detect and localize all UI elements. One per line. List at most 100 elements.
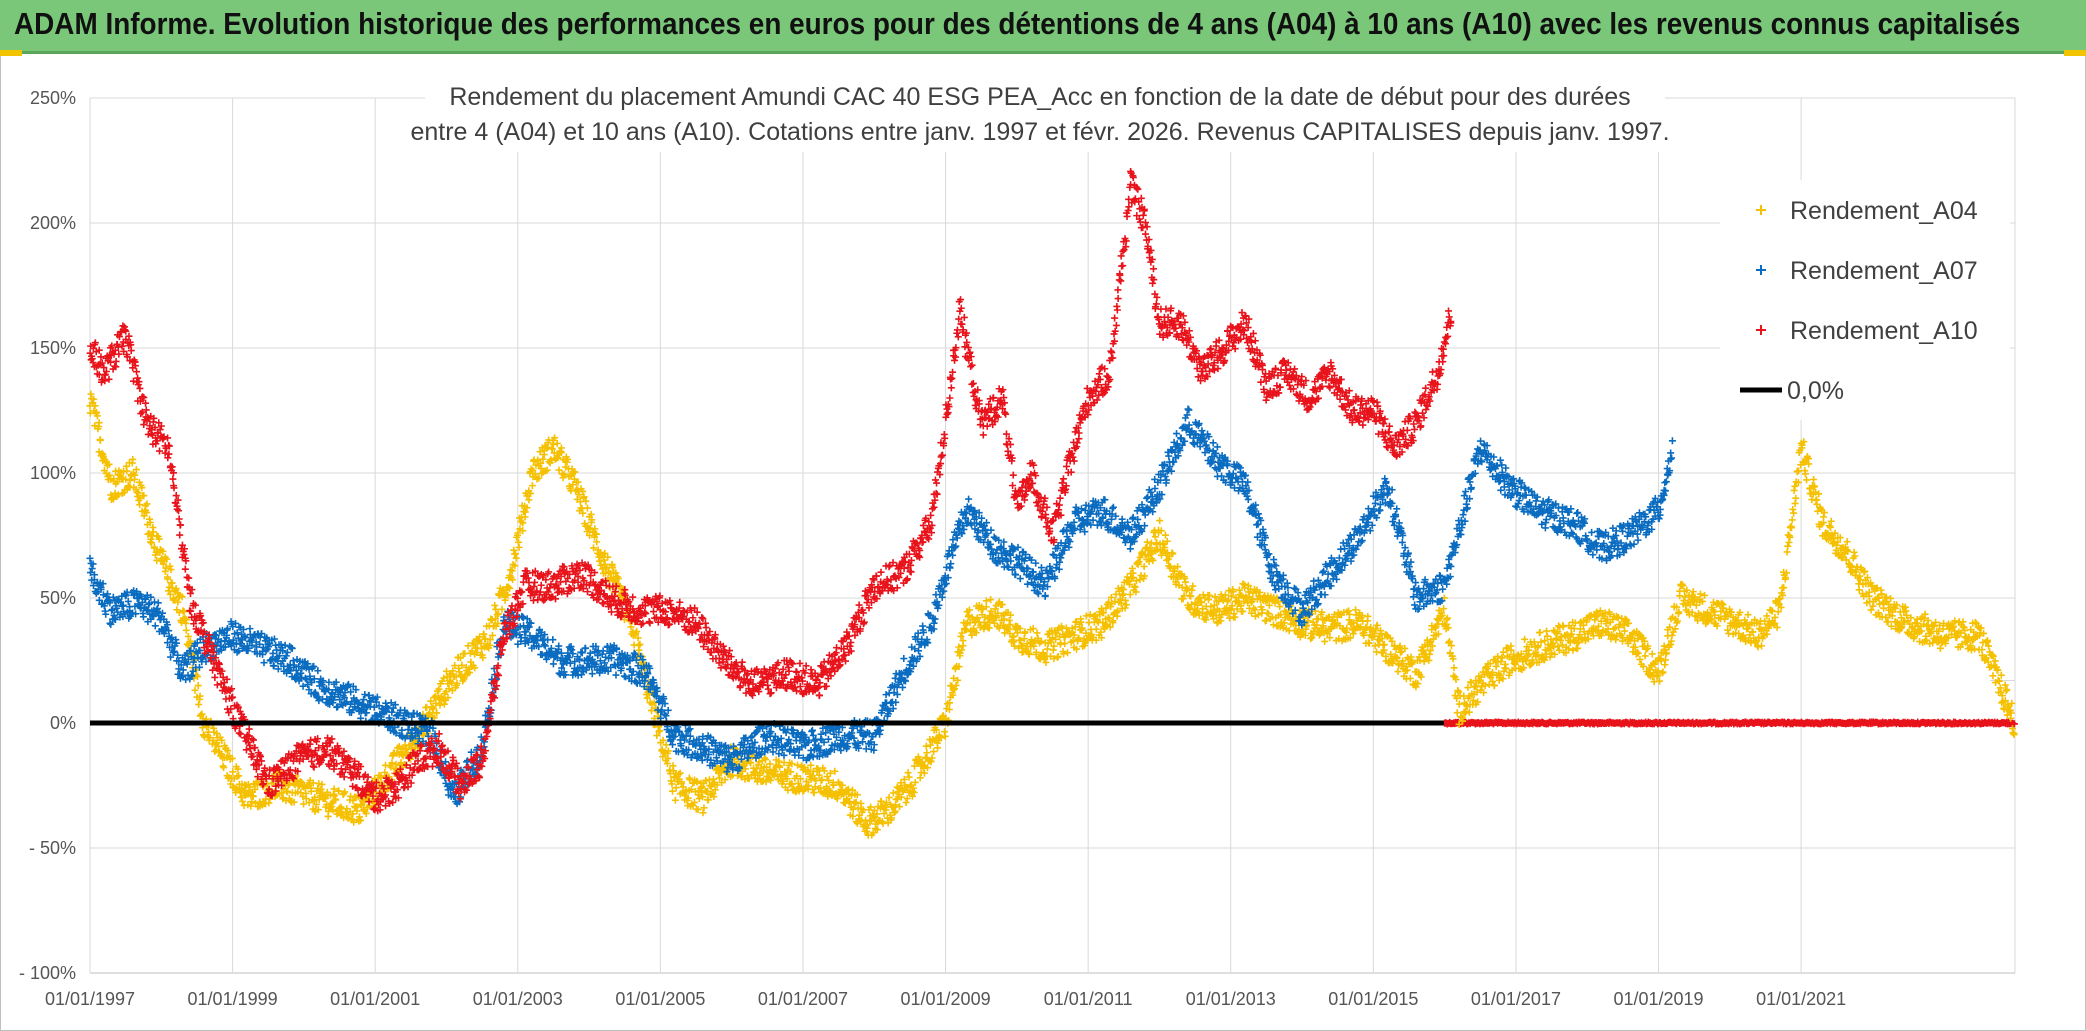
data-point bbox=[1156, 517, 1164, 525]
page-title: ADAM Informe. Evolution historique des p… bbox=[14, 6, 2021, 41]
data-point bbox=[583, 504, 591, 512]
x-tick-label: 01/01/2013 bbox=[1186, 989, 1276, 1009]
data-point bbox=[941, 732, 949, 740]
data-point bbox=[151, 622, 159, 630]
data-point bbox=[922, 742, 930, 750]
x-tick-label: 01/01/2009 bbox=[901, 989, 991, 1009]
data-point bbox=[934, 744, 942, 752]
data-point bbox=[195, 700, 203, 708]
data-point bbox=[1788, 524, 1796, 532]
data-point bbox=[1803, 476, 1811, 484]
data-point bbox=[1262, 616, 1270, 624]
data-point bbox=[1226, 614, 1234, 622]
data-point bbox=[1788, 516, 1796, 524]
data-point bbox=[1161, 531, 1169, 539]
data-point bbox=[1801, 470, 1809, 478]
data-point bbox=[260, 659, 268, 667]
data-point bbox=[182, 626, 190, 634]
data-point bbox=[1187, 592, 1195, 600]
data-points bbox=[86, 167, 2018, 839]
data-point bbox=[1668, 631, 1676, 639]
y-tick-label: - 100% bbox=[19, 963, 76, 983]
data-point bbox=[1380, 641, 1388, 649]
data-point bbox=[1648, 650, 1656, 658]
x-tick-label: 01/01/2003 bbox=[473, 989, 563, 1009]
data-point bbox=[762, 756, 770, 764]
data-point bbox=[194, 673, 202, 681]
data-point bbox=[269, 649, 277, 657]
data-point bbox=[1995, 677, 2003, 685]
data-point bbox=[1661, 656, 1669, 664]
data-point bbox=[330, 792, 338, 800]
y-tick-label: 250% bbox=[30, 88, 76, 108]
data-point bbox=[1785, 538, 1793, 546]
data-point bbox=[1792, 494, 1800, 502]
data-point bbox=[987, 596, 995, 604]
data-point bbox=[709, 775, 717, 783]
data-point bbox=[139, 613, 147, 621]
data-point bbox=[549, 636, 557, 644]
data-point bbox=[668, 787, 676, 795]
data-point bbox=[146, 599, 154, 607]
x-tick-label: 01/01/2005 bbox=[615, 989, 705, 1009]
data-point bbox=[528, 482, 536, 490]
data-point bbox=[1074, 636, 1082, 644]
y-axis-ticks: 250%200%150%100%50%0%- 50%- 100% bbox=[19, 88, 76, 983]
data-point bbox=[951, 664, 959, 672]
series-rendement-a04 bbox=[86, 390, 2018, 839]
data-point bbox=[1790, 509, 1798, 517]
data-point bbox=[1364, 612, 1372, 620]
data-point bbox=[1373, 648, 1381, 656]
data-point bbox=[1231, 613, 1239, 621]
data-point bbox=[154, 599, 162, 607]
data-point bbox=[612, 671, 620, 679]
x-tick-label: 01/01/2015 bbox=[1328, 989, 1418, 1009]
data-point bbox=[1789, 505, 1797, 513]
data-point bbox=[1989, 672, 1997, 680]
data-point bbox=[179, 607, 187, 615]
data-point bbox=[1033, 629, 1041, 637]
data-point bbox=[1636, 655, 1644, 663]
data-point bbox=[1744, 611, 1752, 619]
data-point bbox=[636, 640, 644, 648]
x-tick-label: 01/01/2007 bbox=[758, 989, 848, 1009]
data-point bbox=[318, 780, 326, 788]
data-point bbox=[1308, 634, 1316, 642]
data-point bbox=[238, 797, 246, 805]
data-point bbox=[1641, 652, 1649, 660]
data-point bbox=[1784, 542, 1792, 550]
data-point bbox=[930, 748, 938, 756]
x-tick-label: 01/01/2017 bbox=[1471, 989, 1561, 1009]
y-tick-label: 0% bbox=[50, 713, 76, 733]
data-point bbox=[1450, 664, 1458, 672]
data-point bbox=[1827, 523, 1835, 531]
data-point bbox=[1936, 644, 1944, 652]
data-point bbox=[1678, 580, 1686, 588]
data-point bbox=[521, 508, 529, 516]
data-point bbox=[671, 796, 679, 804]
x-tick-label: 01/01/1997 bbox=[45, 989, 135, 1009]
data-point bbox=[1136, 576, 1144, 584]
data-point bbox=[904, 769, 912, 777]
data-point bbox=[889, 789, 897, 797]
data-point bbox=[1791, 482, 1799, 490]
data-point bbox=[1453, 709, 1461, 717]
data-point bbox=[1983, 638, 1991, 646]
data-point bbox=[361, 691, 369, 699]
data-point bbox=[180, 608, 188, 616]
banner-accent-left bbox=[0, 50, 22, 56]
data-point bbox=[588, 670, 596, 678]
data-point bbox=[1543, 627, 1551, 635]
data-point bbox=[581, 644, 589, 652]
data-point bbox=[672, 784, 680, 792]
data-point bbox=[1373, 621, 1381, 629]
data-point bbox=[1536, 628, 1544, 636]
data-point bbox=[2010, 730, 2018, 738]
data-point bbox=[916, 774, 924, 782]
data-point bbox=[1345, 607, 1353, 615]
y-tick-label: 50% bbox=[40, 588, 76, 608]
data-point bbox=[220, 764, 228, 772]
data-point bbox=[1321, 637, 1329, 645]
series-a10-zero-tail bbox=[1441, 718, 2018, 728]
